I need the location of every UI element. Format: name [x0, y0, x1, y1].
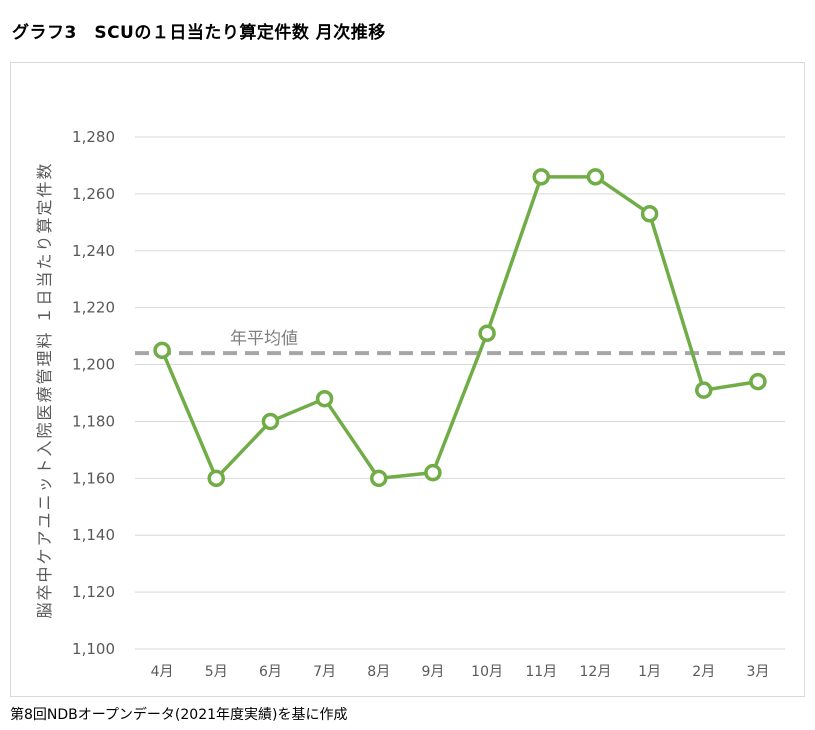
- x-tick-label: 9月: [421, 664, 444, 680]
- y-tick-label: 1,160: [72, 469, 115, 487]
- x-tick-label: 12月: [580, 664, 612, 680]
- y-tick-label: 1,140: [72, 526, 115, 544]
- y-tick-label: 1,240: [72, 242, 115, 260]
- data-point: [315, 389, 334, 408]
- y-tick-label: 1,280: [72, 128, 115, 146]
- data-point: [532, 168, 550, 186]
- data-point: [261, 412, 280, 431]
- data-point: [370, 469, 388, 488]
- x-tick-label: 8月: [367, 664, 390, 680]
- y-tick-label: 1,120: [72, 583, 115, 601]
- y-tick-label: 1,220: [72, 299, 115, 317]
- y-tick-label: 1,260: [72, 185, 115, 203]
- data-point: [749, 372, 767, 391]
- data-point: [695, 381, 713, 399]
- x-tick-label: 2月: [692, 664, 715, 680]
- chart-frame: [10, 62, 805, 697]
- x-tick-label: 3月: [746, 664, 769, 680]
- series-line: [160, 175, 759, 481]
- x-tick-label: 7月: [313, 664, 336, 680]
- x-tick-label: 11月: [525, 664, 557, 680]
- data-point: [424, 463, 442, 482]
- data-point: [153, 341, 171, 360]
- data-point: [207, 469, 225, 488]
- data-point: [640, 205, 659, 223]
- y-tick-label: 1,100: [72, 640, 115, 658]
- x-tick-label: 6月: [259, 664, 282, 680]
- data-point: [586, 168, 605, 186]
- source-note: 第8回NDBオープンデータ(2021年度実績)を基に作成: [10, 707, 348, 723]
- chart-title: グラフ3 SCUの１日当たり算定件数 月次推移: [12, 23, 386, 43]
- x-tick-label: 1月: [638, 664, 661, 680]
- y-tick-label: 1,200: [72, 356, 115, 374]
- x-tick-label: 5月: [205, 664, 228, 680]
- y-tick-label: 1,180: [72, 412, 115, 430]
- x-tick-label: 10月: [471, 664, 503, 680]
- average-label: 年平均値: [230, 329, 298, 349]
- x-tick-label: 4月: [151, 664, 174, 680]
- data-point: [478, 324, 496, 343]
